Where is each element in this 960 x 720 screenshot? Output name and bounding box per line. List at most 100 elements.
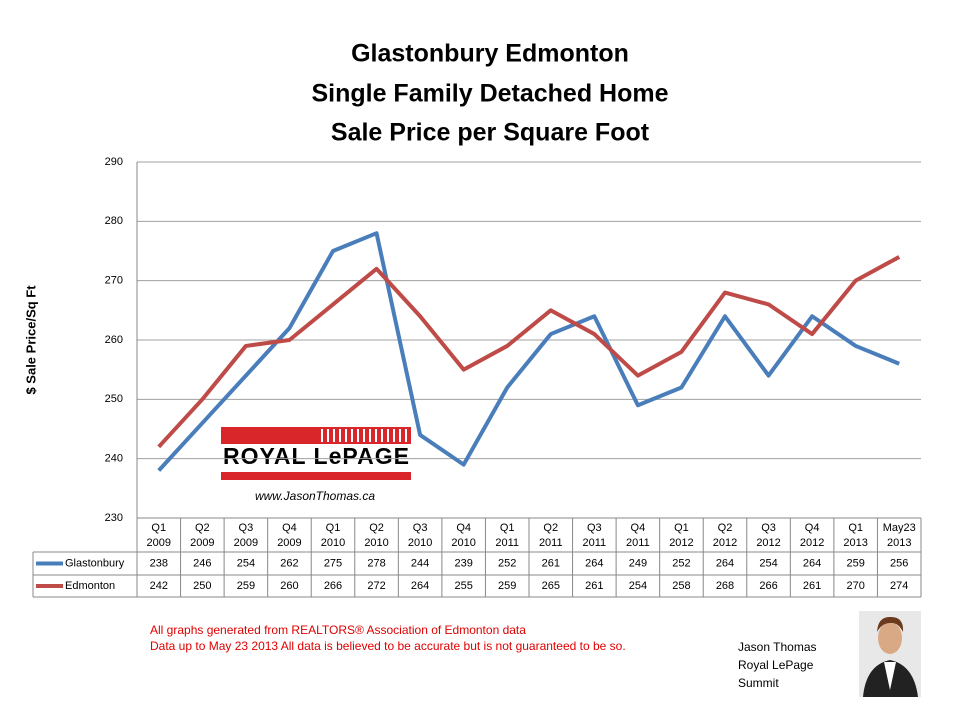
- series-line: [157, 231, 900, 472]
- table-value: 249: [629, 557, 647, 569]
- table-value: 239: [454, 557, 472, 569]
- table-value: 252: [672, 557, 690, 569]
- x-tick-label: 2009: [147, 537, 171, 549]
- x-tick-label: 2009: [277, 537, 301, 549]
- logo-bg: [221, 445, 411, 471]
- x-tick-label: Q1: [674, 522, 689, 534]
- x-tick-label: Q1: [848, 522, 863, 534]
- chart-title: Glastonbury Edmonton: [351, 40, 629, 68]
- x-tick-label: Q4: [631, 522, 646, 534]
- table-value: 261: [803, 580, 821, 592]
- x-tick-label: Q1: [151, 522, 166, 534]
- table-value: 264: [716, 557, 734, 569]
- y-tick-label: 290: [105, 156, 123, 168]
- x-tick-label: Q1: [500, 522, 515, 534]
- x-tick-label: 2010: [364, 537, 388, 549]
- table-value: 266: [759, 580, 777, 592]
- x-tick-label: 2009: [190, 537, 214, 549]
- chart-title: Sale Price per Square Foot: [331, 119, 650, 147]
- agent-office: Summit: [738, 676, 779, 690]
- x-tick-label: Q3: [587, 522, 602, 534]
- table-value: 259: [498, 580, 516, 592]
- agent-name: Jason Thomas: [738, 640, 817, 654]
- x-tick-label: 2013: [887, 537, 911, 549]
- x-tick-label: 2009: [234, 537, 258, 549]
- table-value: 274: [890, 580, 908, 592]
- table-value: 261: [585, 580, 603, 592]
- table-value: 256: [890, 557, 908, 569]
- table-value: 242: [150, 580, 168, 592]
- table-value: 268: [716, 580, 734, 592]
- agent-photo: [859, 611, 921, 697]
- table-value: 252: [498, 557, 516, 569]
- y-tick-label: 270: [105, 275, 123, 287]
- x-tick-label: Q1: [326, 522, 341, 534]
- y-tick-label: 260: [105, 334, 123, 346]
- table-value: 255: [454, 580, 472, 592]
- x-tick-label: Q3: [239, 522, 254, 534]
- table-value: 262: [280, 557, 298, 569]
- logo-url: www.JasonThomas.ca: [255, 489, 375, 503]
- table-value: 264: [803, 557, 821, 569]
- x-tick-label: Q2: [195, 522, 210, 534]
- y-tick-label: 240: [105, 453, 123, 465]
- y-tick-label: 230: [105, 512, 123, 524]
- footnote: All graphs generated from REALTORS® Asso…: [150, 623, 526, 637]
- table-value: 275: [324, 557, 342, 569]
- x-tick-label: Q4: [456, 522, 471, 534]
- x-tick-label: Q2: [369, 522, 384, 534]
- table-value: 259: [237, 580, 255, 592]
- table-value: 250: [193, 580, 211, 592]
- x-tick-label: Q3: [413, 522, 428, 534]
- chart-title: Single Family Detached Home: [311, 80, 668, 108]
- table-value: 266: [324, 580, 342, 592]
- x-tick-label: 2011: [583, 537, 607, 549]
- legend-label: Glastonbury: [65, 557, 125, 569]
- series-line: [157, 255, 901, 449]
- logo-stripes: [321, 429, 407, 442]
- table-value: 254: [629, 580, 647, 592]
- x-tick-label: 2010: [408, 537, 432, 549]
- agent-company: Royal LePage: [738, 658, 814, 672]
- table-value: 264: [585, 557, 603, 569]
- x-tick-label: Q2: [718, 522, 733, 534]
- y-tick-label: 280: [105, 215, 123, 227]
- table-value: 258: [672, 580, 690, 592]
- y-axis-label: $ Sale Price/Sq Ft: [23, 285, 38, 395]
- logo: ROYAL LePAGE www.JasonThomas.ca: [221, 427, 411, 503]
- x-tick-label: 2012: [669, 537, 693, 549]
- x-tick-label: Q3: [761, 522, 776, 534]
- table-value: 246: [193, 557, 211, 569]
- table-value: 265: [542, 580, 560, 592]
- legend-label: Edmonton: [65, 580, 115, 592]
- x-tick-label: 2010: [321, 537, 345, 549]
- table-value: 270: [846, 580, 864, 592]
- table-value: 272: [367, 580, 385, 592]
- table-value: 264: [411, 580, 429, 592]
- table-value: 260: [280, 580, 298, 592]
- table-value: 244: [411, 557, 429, 569]
- logo-name: ROYAL LePAGE: [223, 443, 409, 469]
- x-tick-label: 2010: [451, 537, 475, 549]
- x-tick-label: 2013: [843, 537, 867, 549]
- x-tick-label: 2011: [495, 537, 519, 549]
- y-tick-label: 250: [105, 393, 123, 405]
- table-value: 254: [237, 557, 255, 569]
- x-tick-label: May23: [883, 522, 916, 534]
- table-value: 238: [150, 557, 168, 569]
- table-value: 259: [846, 557, 864, 569]
- table-value: 254: [759, 557, 777, 569]
- table-value: 261: [542, 557, 560, 569]
- logo-bar: [221, 472, 411, 480]
- footnote: Data up to May 23 2013 All data is belie…: [150, 639, 626, 653]
- x-tick-label: Q4: [282, 522, 297, 534]
- x-tick-label: 2012: [713, 537, 737, 549]
- table-value: 278: [367, 557, 385, 569]
- x-tick-label: 2011: [539, 537, 563, 549]
- x-tick-label: Q4: [805, 522, 820, 534]
- x-tick-label: 2012: [800, 537, 824, 549]
- x-tick-label: Q2: [543, 522, 558, 534]
- x-tick-label: 2012: [756, 537, 780, 549]
- x-tick-label: 2011: [626, 537, 650, 549]
